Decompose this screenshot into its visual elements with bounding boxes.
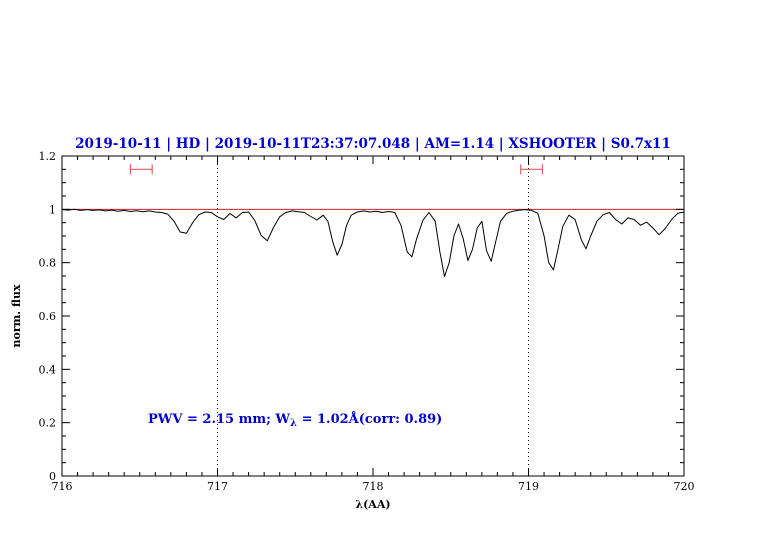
- x-tick-label: 718: [363, 480, 384, 493]
- x-tick-label: 720: [674, 480, 695, 493]
- tick-labels-layer: 716 717 718 719 720 0 0.2 0.4 0.6 0.8 1 1.2: [39, 150, 695, 493]
- y-tick-label: 0.4: [39, 363, 57, 376]
- pwv-annotation-suffix: = 1.02Å(corr: 0.89): [297, 411, 442, 427]
- range-markers-layer: [129, 164, 544, 175]
- range-marker: [520, 164, 544, 175]
- pwv-annotation-prefix: PWV = 2.15 mm; W: [148, 412, 290, 427]
- y-tick-label: 1.2: [39, 150, 57, 163]
- y-tick-label: 0.2: [39, 417, 57, 430]
- spectrum-line: [61, 208, 685, 277]
- range-marker: [129, 164, 153, 175]
- y-tick-label: 0.6: [39, 310, 57, 323]
- x-tick-label: 719: [518, 480, 539, 493]
- plot-frame: [61, 155, 685, 477]
- x-tick-label: 716: [52, 480, 73, 493]
- pwv-annotation-subscript: λ: [290, 418, 297, 429]
- pwv-annotation: PWV = 2.15 mm; Wλ = 1.02Å(corr: 0.89): [148, 411, 442, 429]
- y-tick-label: 1: [49, 203, 56, 216]
- y-tick-label: 0.8: [39, 257, 57, 270]
- axes-frame-layer: [61, 155, 685, 477]
- x-axis-label: λ(AA): [355, 498, 390, 511]
- y-tick-label: 0: [49, 470, 56, 483]
- y-axis-label: norm. flux: [10, 284, 23, 347]
- plot-title: 2019-10-11 | HD | 2019-10-11T23:37:07.04…: [75, 136, 671, 152]
- x-tick-label: 717: [207, 480, 228, 493]
- guide-lines-layer: [62, 156, 684, 476]
- spectrum-line-layer: [61, 208, 685, 277]
